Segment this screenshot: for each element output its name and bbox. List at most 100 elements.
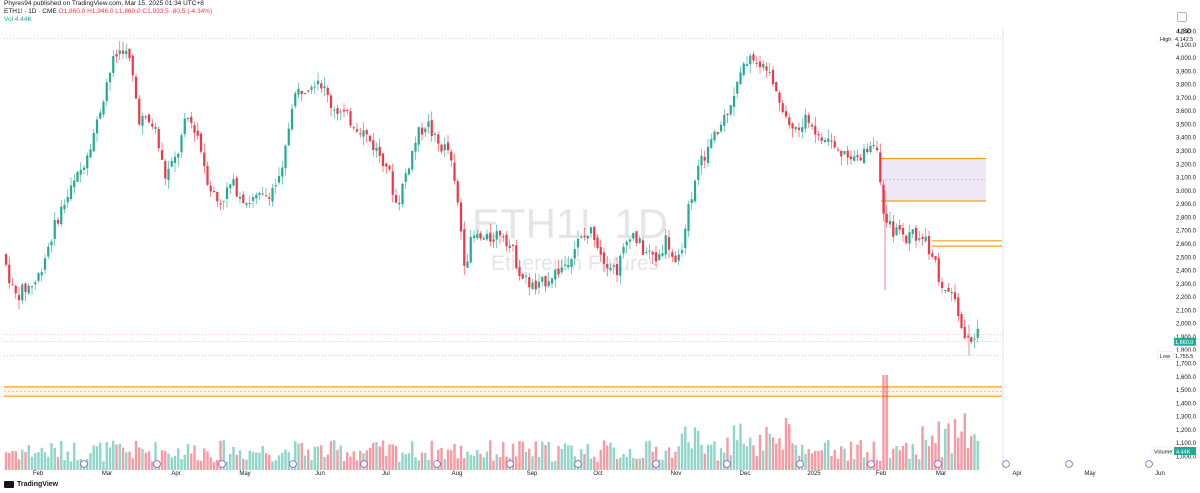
candle: [885, 204, 888, 228]
volume-bar: [664, 450, 667, 470]
volume-bar: [281, 452, 284, 470]
volume-bar: [706, 444, 710, 470]
volume-bar: [492, 460, 495, 470]
volume-bar: [788, 424, 791, 470]
volume-bar: [515, 456, 518, 470]
candle: [385, 162, 388, 174]
candle: [583, 227, 586, 241]
candle: [593, 226, 596, 248]
candle: [586, 235, 589, 244]
event-marker-icon[interactable]: [153, 460, 161, 468]
volume-bar: [791, 443, 794, 470]
volume-bar: [479, 453, 482, 470]
candle: [134, 73, 138, 99]
volume-bar: [420, 452, 424, 470]
candle: [427, 114, 430, 134]
candle: [14, 284, 17, 299]
candle: [346, 108, 349, 115]
volume-bar: [245, 459, 248, 470]
candle: [677, 248, 680, 265]
candle: [570, 257, 573, 275]
candle: [927, 231, 931, 260]
x-tick-label: Feb: [876, 471, 887, 477]
candle: [589, 226, 593, 238]
volume-bar: [622, 453, 625, 470]
candle: [56, 216, 60, 227]
candle: [30, 285, 34, 296]
event-marker-icon[interactable]: [360, 460, 368, 468]
candle: [407, 167, 411, 177]
event-marker-icon[interactable]: [574, 460, 582, 468]
x-tick-label: Dec: [740, 471, 751, 477]
volume-bar: [654, 446, 658, 470]
candle: [687, 200, 690, 237]
x-tick-label: Jun: [315, 471, 325, 477]
event-marker-icon[interactable]: [1002, 460, 1010, 468]
event-marker-icon[interactable]: [1145, 460, 1153, 468]
volume-bar: [970, 436, 973, 470]
candle: [710, 133, 713, 150]
candle: [628, 237, 632, 250]
event-marker-icon[interactable]: [1065, 460, 1073, 468]
event-marker-icon[interactable]: [433, 460, 441, 468]
candle: [63, 199, 66, 214]
x-tick-label: 2025: [807, 471, 821, 477]
volume-bar: [199, 460, 203, 470]
brand-label: TradingView: [17, 481, 59, 488]
event-marker-icon[interactable]: [867, 460, 875, 468]
y-tick-label: 2,300.0: [1176, 282, 1197, 288]
candle: [869, 141, 872, 155]
event-marker-icon[interactable]: [289, 460, 297, 468]
volume-bar: [459, 445, 463, 470]
volume-bar: [320, 445, 323, 470]
volume-bar: [141, 448, 144, 470]
candle: [365, 128, 368, 143]
candle: [859, 153, 862, 161]
expand-icon[interactable]: [1177, 12, 1187, 22]
volume-bar: [300, 442, 303, 470]
x-tick-label: Aug: [452, 471, 463, 477]
volume-bar: [164, 451, 167, 470]
candle: [612, 263, 615, 274]
candle: [417, 126, 420, 153]
volume-bar: [921, 426, 924, 470]
event-marker-icon[interactable]: [506, 460, 514, 468]
candle: [342, 103, 346, 117]
volume-bar: [843, 448, 846, 470]
candle: [375, 142, 378, 158]
y-tick-label: 3,500.0: [1176, 122, 1197, 128]
volume-bar: [398, 461, 401, 470]
event-marker-icon[interactable]: [796, 460, 804, 468]
event-marker-icon[interactable]: [80, 460, 88, 468]
candle: [359, 127, 362, 138]
event-marker-icon[interactable]: [934, 460, 942, 468]
event-marker-icon[interactable]: [218, 460, 226, 468]
volume-bar: [219, 440, 222, 470]
candle: [609, 263, 612, 273]
svg-text:1,755.5: 1,755.5: [1175, 354, 1193, 360]
candle: [615, 256, 619, 283]
candle: [443, 137, 446, 157]
volume-bar: [108, 447, 112, 470]
volume-bar: [60, 440, 63, 470]
svg-text:4,142.5: 4,142.5: [1175, 37, 1193, 43]
volume-bar: [271, 461, 274, 470]
volume-bar: [147, 451, 151, 470]
volume-bar: [781, 449, 784, 470]
event-marker-icon[interactable]: [652, 460, 660, 468]
high-price-tag: High 4,142.5: [1157, 34, 1196, 43]
volume-bar: [976, 440, 979, 470]
volume-bar: [427, 459, 430, 470]
volume-bar: [502, 442, 505, 470]
candle: [310, 84, 313, 95]
candle: [378, 138, 381, 163]
event-marker-icon[interactable]: [723, 460, 731, 468]
y-tick-label: 1,700.0: [1176, 362, 1197, 368]
volume-bar: [752, 445, 755, 470]
volume-bar: [489, 440, 492, 470]
volume-bar: [378, 446, 381, 470]
candle: [934, 255, 937, 263]
candle: [290, 103, 294, 132]
candle: [791, 122, 794, 138]
